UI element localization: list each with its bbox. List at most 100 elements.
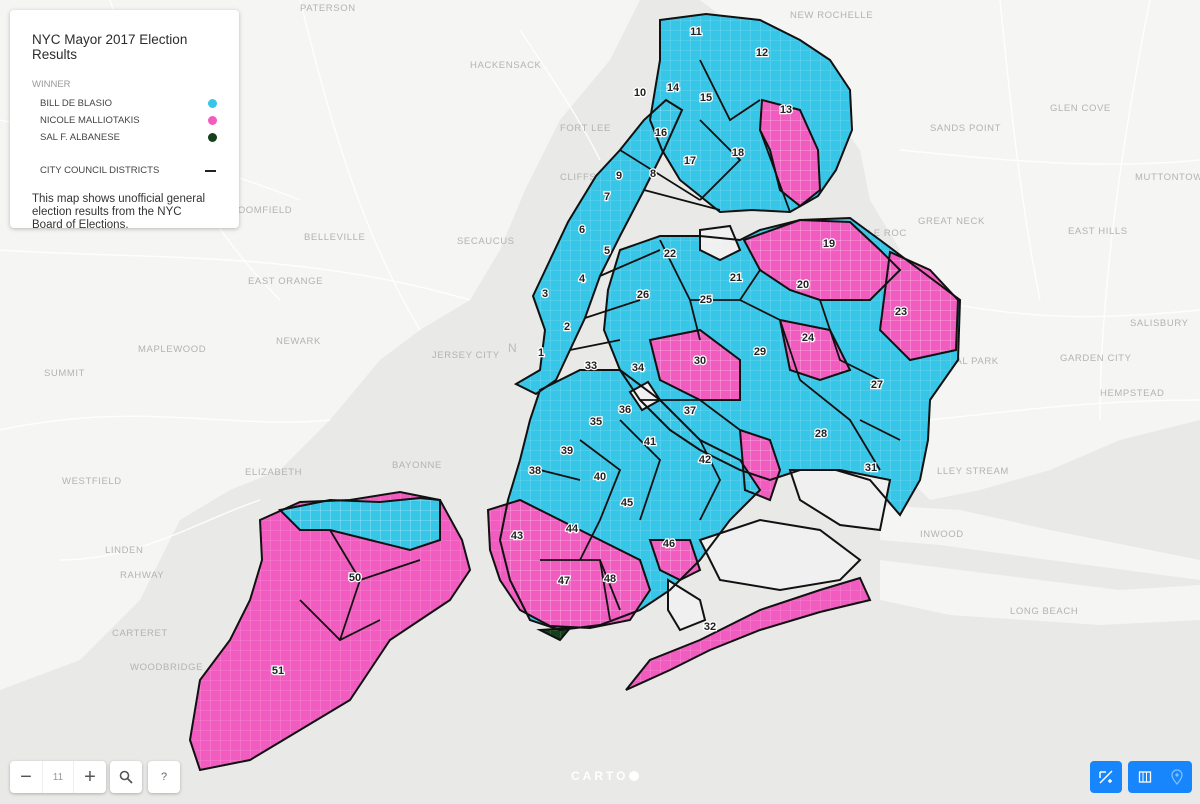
district-number: 1 (538, 347, 544, 359)
district-number: 30 (694, 355, 706, 367)
district-number: 38 (529, 465, 541, 477)
place-label: ELIZABETH (245, 467, 302, 478)
district-area[interactable] (790, 470, 890, 530)
road (0, 249, 471, 301)
district-number: 35 (590, 416, 602, 428)
district-number: 51 (272, 665, 284, 677)
district-number: 14 (667, 82, 680, 94)
district-area[interactable] (700, 520, 860, 590)
road (899, 149, 1200, 165)
place-label: BAYONNE (392, 460, 442, 471)
boundary-outline (698, 518, 862, 592)
boundary-outline (758, 98, 822, 208)
boundary-outline (788, 469, 892, 532)
boundary-outline (536, 626, 573, 642)
legend-item-label: SAL F. ALBANESE (40, 132, 120, 143)
boundary-outline (602, 216, 962, 517)
road (999, 0, 1041, 301)
district-number: 8 (650, 168, 656, 180)
legend-swatch (208, 99, 217, 108)
boundary-outline (498, 369, 762, 632)
district-number: 17 (684, 155, 696, 167)
help-button[interactable]: ? (148, 761, 180, 793)
district-number: 39 (561, 445, 573, 457)
district-borders (188, 12, 962, 772)
district-area[interactable] (668, 580, 705, 630)
place-label: HACKENSACK (470, 60, 542, 71)
li-landmass (700, 0, 1200, 500)
place-labels: PATERSON NEW ROCHELLE HACKENSACK FORT LEE GL… (44, 3, 1200, 673)
place-label: SECAUCUS (457, 236, 515, 247)
district-number: 48 (604, 573, 616, 585)
legend-item-label: BILL DE BLASIO (40, 98, 112, 109)
district-number: 20 (797, 279, 809, 291)
district-number: 2 (564, 321, 570, 333)
boundary-outline (778, 318, 852, 382)
district-number: 46 (663, 538, 675, 550)
district-number: 12 (756, 47, 768, 59)
census-blocks (650, 330, 740, 400)
place-label: BLOOMFIELD (225, 205, 292, 216)
boundary-outline (667, 578, 707, 632)
place-label: NEWARK (276, 336, 321, 347)
road (929, 399, 1200, 421)
legend-item-albanese: SAL F. ALBANESE (32, 129, 217, 146)
road (0, 415, 331, 431)
long-beach-island (880, 560, 1200, 625)
zoom-out-button[interactable]: − (20, 765, 32, 788)
city-label: N (508, 341, 517, 355)
district-number: 18 (732, 147, 744, 159)
boundary-outline (486, 498, 652, 630)
zoom-in-button[interactable]: + (84, 765, 96, 788)
legend-swatch (208, 116, 217, 125)
district-number: 10 (634, 87, 646, 99)
district-number: 44 (566, 523, 579, 535)
place-label: CARTERET (112, 628, 168, 639)
place-label: WESTFIELD (62, 476, 122, 487)
map-pin-icon[interactable] (1170, 769, 1183, 785)
district-number: 32 (704, 621, 716, 633)
boundary-outline (738, 428, 782, 502)
table-icon[interactable] (1138, 770, 1152, 784)
legend-title: NYC Mayor 2017 Election Results (32, 32, 188, 62)
district-number: 16 (655, 127, 667, 139)
legend-item-label: NICOLE MALLIOTAKIS (40, 115, 140, 126)
district-number: 9 (616, 170, 622, 182)
legend-panel: NYC Mayor 2017 Election Results WINNER B… (10, 10, 239, 231)
road (519, 29, 601, 161)
place-label: INWOOD (920, 529, 964, 540)
place-label: GLEN COVE (1050, 103, 1111, 114)
boundary-outline (648, 539, 702, 582)
place-label: GREAT NECK (918, 216, 985, 227)
district-number: 45 (621, 497, 633, 509)
district-numbers: 1234567891011121314151617181920212223242… (271, 25, 909, 679)
district-number: 6 (579, 224, 585, 236)
district-number: 43 (511, 530, 523, 542)
edit-map-button[interactable] (1090, 761, 1122, 793)
boundary-outline (628, 380, 662, 412)
district-number: 5 (604, 245, 610, 257)
add-layer-icon (1099, 770, 1113, 784)
place-label: SALISBURY (1130, 318, 1189, 329)
legend-description: This map shows unofficial general electi… (32, 193, 206, 231)
place-label: SANDS POINT (930, 123, 1001, 134)
place-label: GARDEN CITY (1060, 353, 1132, 364)
view-toggle[interactable] (1128, 761, 1192, 793)
district-number: 37 (684, 405, 696, 417)
place-label: EAST ORANGE (248, 276, 323, 287)
boundary-outline (513, 98, 684, 396)
district-number: 47 (558, 575, 570, 587)
search-button[interactable] (110, 761, 142, 793)
district-areas[interactable] (190, 14, 960, 770)
council-border (569, 149, 721, 351)
district-number: 13 (780, 104, 792, 116)
council-border (540, 559, 621, 621)
carto-attribution[interactable]: CARTO (571, 769, 640, 783)
census-blocks (760, 100, 820, 206)
census-blocks (880, 252, 958, 360)
boundary-outline (699, 224, 742, 262)
place-label: LINDEN (105, 545, 143, 556)
place-label: LONG BEACH (1010, 606, 1078, 617)
place-label: RAHWAY (120, 570, 164, 581)
